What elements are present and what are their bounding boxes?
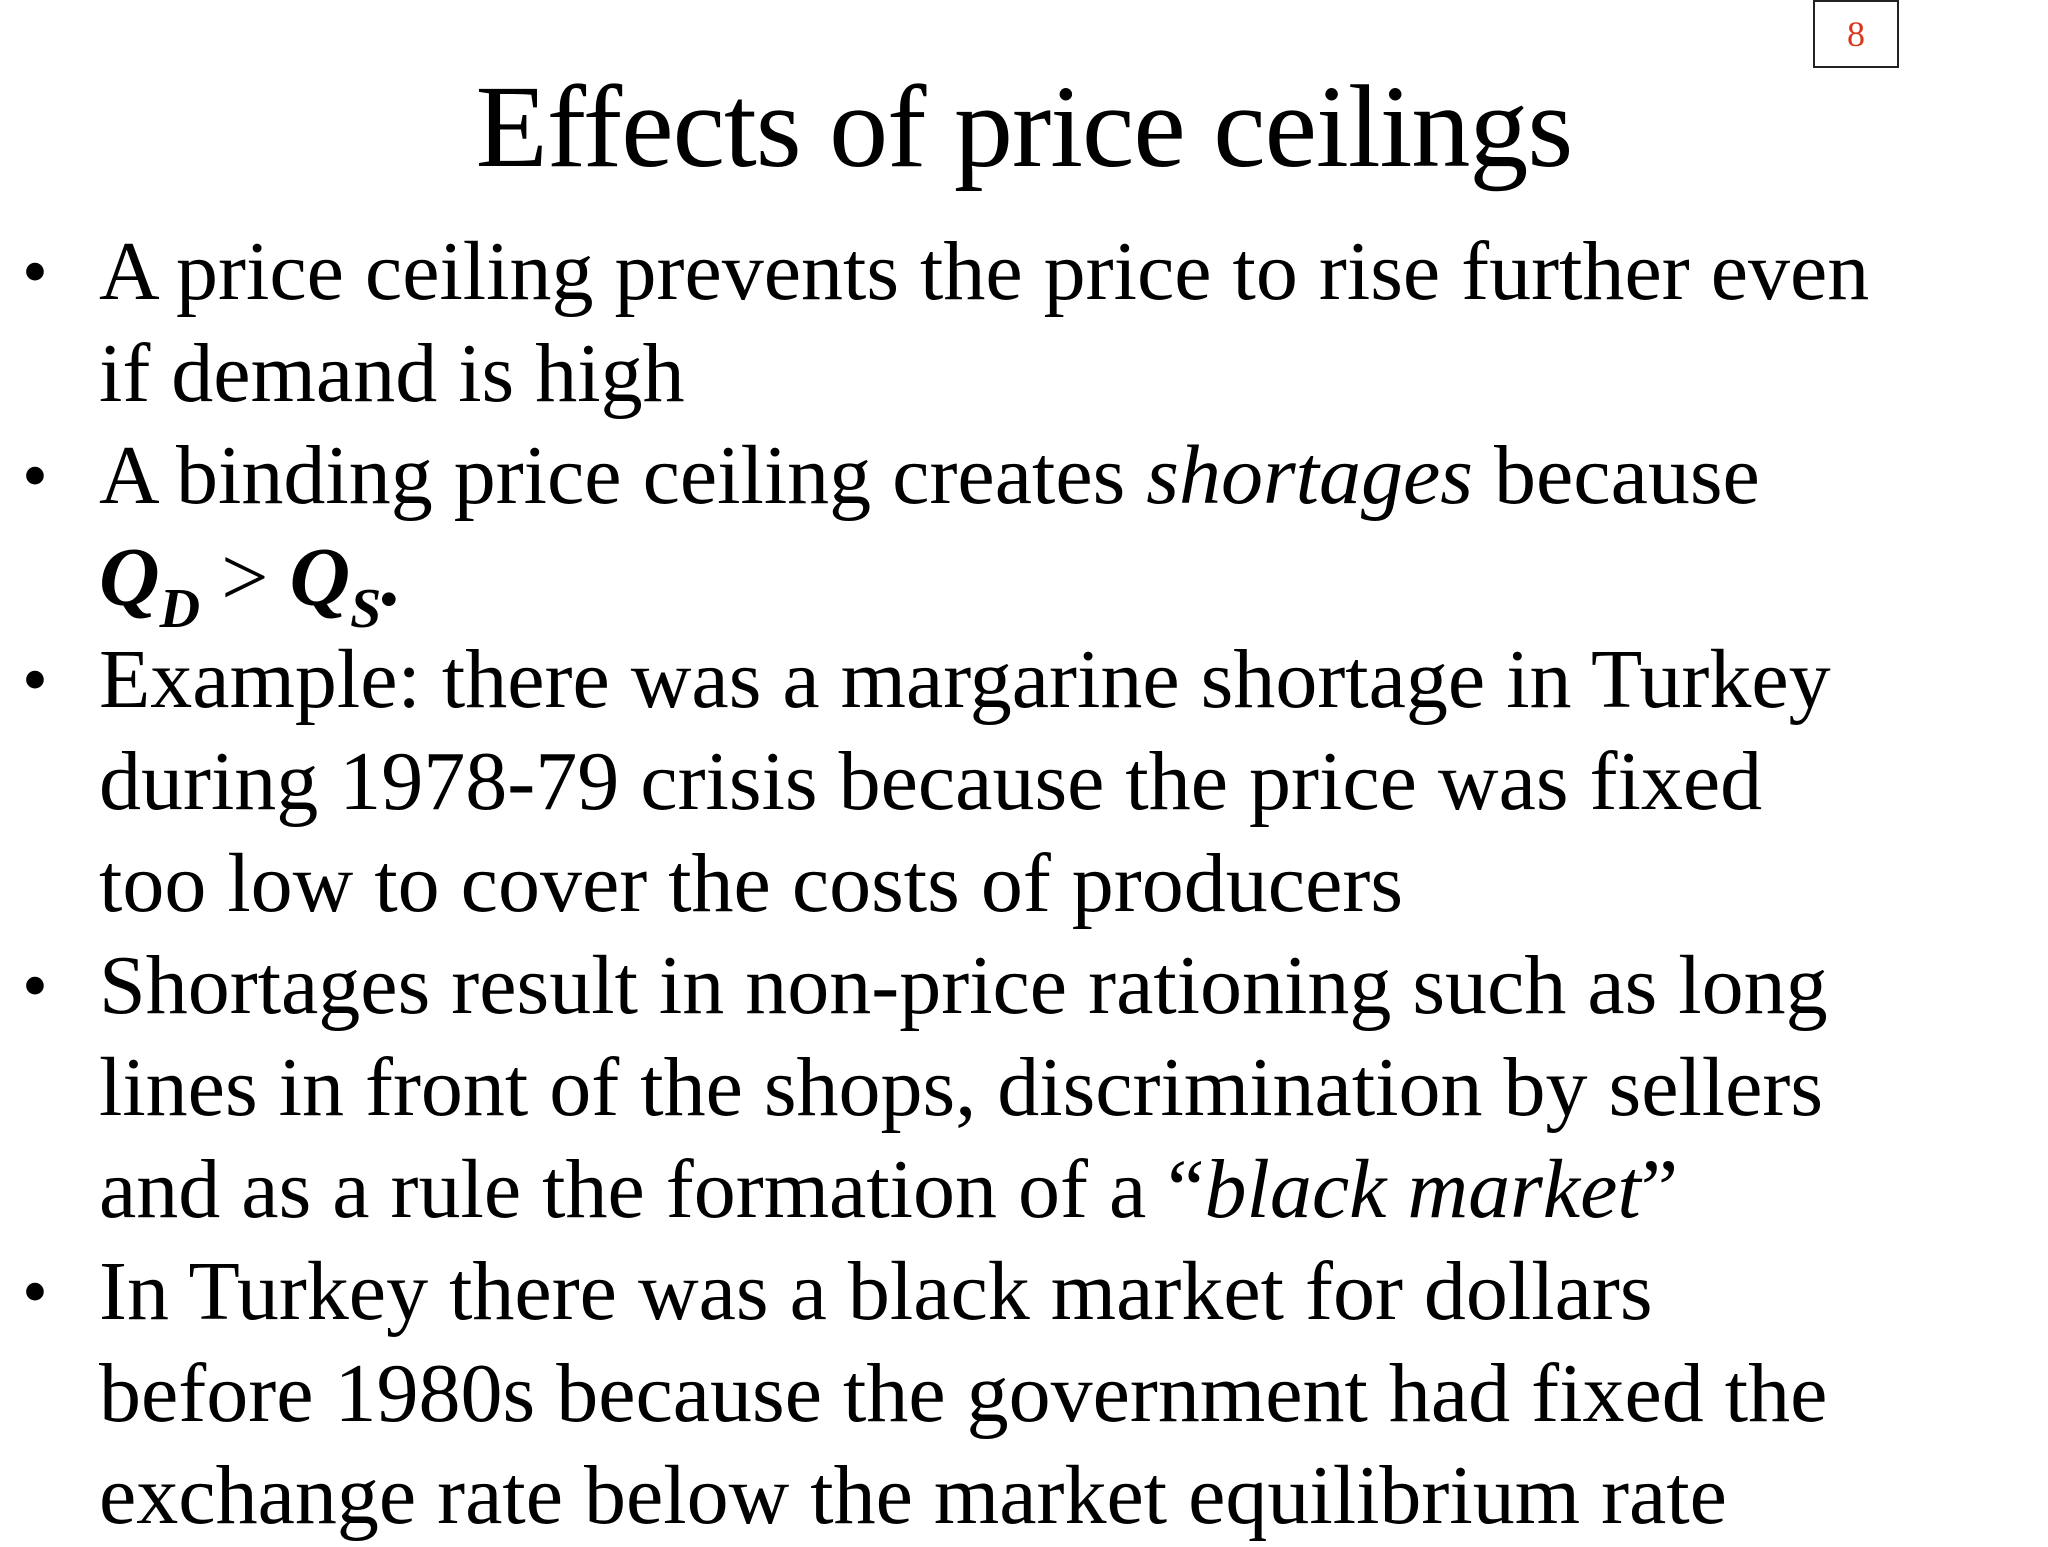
formula-sub-s: S (350, 578, 382, 640)
bullet-text: Shortages result in non-price rationing … (99, 935, 2048, 1241)
text-run: and as a rule the formation of a “ (99, 1143, 1205, 1236)
bullet-line: exchange rate below the market equilibri… (99, 1449, 1727, 1542)
bullet-dot-icon: • (22, 945, 48, 1027)
bullet-text: Example: there was a margarine shortage … (99, 629, 2048, 935)
bullet-line: lines in front of the shops, discriminat… (99, 1041, 1824, 1134)
text-run: because (1473, 429, 1760, 522)
emphasis-black-market: black market (1204, 1143, 1641, 1236)
bullet-text: A price ceiling prevents the price to ri… (99, 221, 2048, 425)
formula-operator: > (200, 531, 290, 624)
text-run: A binding price ceiling creates (99, 429, 1147, 522)
bullet-line: A price ceiling prevents the price to ri… (99, 225, 1870, 318)
slide-title: Effects of price ceilings (475, 61, 1574, 192)
bullet-line: A binding price ceiling creates shortage… (99, 425, 2048, 527)
emphasis-shortages: shortages (1146, 429, 1473, 522)
bullet-line: and as a rule the formation of a “black … (99, 1139, 2048, 1241)
formula-sub-d: D (159, 578, 201, 640)
text-run: ” (1640, 1143, 1679, 1236)
formula-q-demand: Q (99, 531, 160, 624)
bullet-line: during 1978-79 crisis because the price … (99, 735, 1763, 828)
slide-number: 8 (1847, 14, 1865, 54)
bullet-item-2: • A binding price ceiling creates shorta… (0, 425, 2048, 637)
bullet-dot-icon: • (22, 435, 48, 517)
bullet-item-5: • In Turkey there was a black market for… (0, 1241, 2048, 1547)
formula-line: QD > QS. (99, 527, 2048, 637)
bullet-line: before 1980s because the government had … (99, 1347, 1828, 1440)
bullet-dot-icon: • (22, 639, 48, 721)
bullet-dot-icon: • (22, 1251, 48, 1333)
bullet-list: • A price ceiling prevents the price to … (0, 221, 2048, 1547)
formula-period: . (381, 531, 403, 624)
bullet-item-3: • Example: there was a margarine shortag… (0, 629, 2048, 935)
formula-q-supply: Q (289, 531, 351, 624)
bullet-line: Shortages result in non-price rationing … (99, 939, 1828, 1032)
bullet-line: In Turkey there was a black market for d… (99, 1245, 1653, 1338)
bullet-text: In Turkey there was a black market for d… (99, 1241, 2048, 1547)
slide-number-box: 8 (1813, 0, 1899, 68)
bullet-dot-icon: • (22, 231, 48, 313)
bullet-line: if demand is high (99, 327, 685, 420)
bullet-line: Example: there was a margarine shortage … (99, 633, 1831, 726)
bullet-item-1: • A price ceiling prevents the price to … (0, 221, 2048, 425)
bullet-item-4: • Shortages result in non-price rationin… (0, 935, 2048, 1241)
bullet-line: too low to cover the costs of producers (99, 837, 1404, 930)
bullet-text: A binding price ceiling creates shortage… (99, 425, 2048, 637)
